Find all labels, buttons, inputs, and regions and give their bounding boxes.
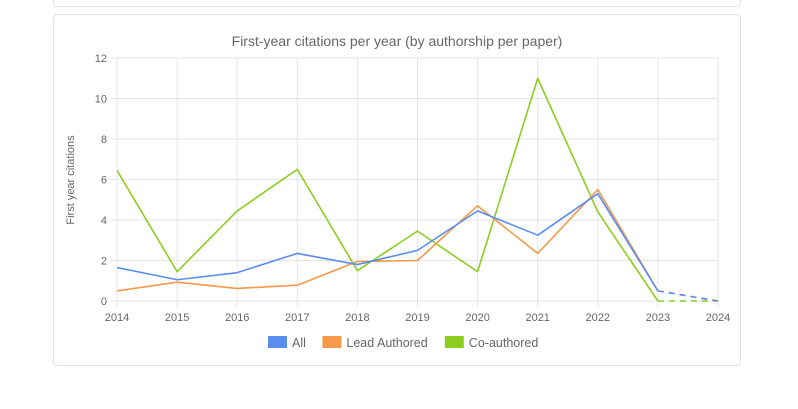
- chart-card: First-year citations per year (by author…: [53, 14, 741, 366]
- y-tick-label: 10: [95, 94, 107, 106]
- x-tick-label: 2016: [225, 312, 249, 324]
- line-chart: First-year citations per year (by author…: [65, 33, 730, 350]
- x-tick-label: 2018: [345, 312, 369, 324]
- y-tick-label: 2: [101, 256, 107, 268]
- legend-item[interactable]: Lead Authored: [322, 336, 428, 350]
- legend-swatch: [322, 336, 342, 348]
- legend-swatch: [268, 336, 287, 348]
- chart-title: First-year citations per year (by author…: [232, 33, 563, 49]
- x-tick-label: 2022: [586, 312, 610, 324]
- series-line-projected: [657, 290, 719, 302]
- y-tick-label: 4: [101, 215, 107, 227]
- chart-series: [116, 77, 719, 302]
- chart-legend[interactable]: All Lead Authored Co-authored: [268, 336, 538, 350]
- x-tick-label: 2024: [706, 312, 730, 324]
- y-axis-label: First year citations: [65, 135, 77, 225]
- legend-label: Lead Authored: [346, 336, 427, 350]
- legend-item[interactable]: All: [268, 336, 306, 350]
- y-tick-label: 8: [101, 134, 107, 146]
- y-tick-label: 12: [95, 53, 107, 65]
- y-tick-label: 6: [101, 175, 107, 187]
- x-tick-label: 2021: [525, 312, 549, 324]
- legend-label: Co-authored: [469, 336, 539, 350]
- legend-swatch: [444, 336, 464, 348]
- x-tick-label: 2023: [646, 312, 670, 324]
- x-tick-label: 2020: [465, 312, 489, 324]
- y-axis-ticks: 0 2 4 6 8 10 12: [95, 53, 107, 308]
- x-tick-label: 2017: [285, 312, 309, 324]
- x-tick-label: 2019: [405, 312, 429, 324]
- series-line: [116, 192, 659, 292]
- legend-label: All: [292, 336, 306, 350]
- x-tick-label: 2014: [105, 312, 129, 324]
- series-line-projected: [657, 290, 719, 302]
- y-tick-label: 0: [101, 296, 107, 308]
- x-tick-label: 2015: [165, 312, 189, 324]
- legend-item[interactable]: Co-authored: [444, 336, 539, 350]
- chart-grid: [111, 57, 719, 307]
- previous-card: [53, 0, 741, 7]
- series-line: [116, 188, 659, 292]
- series-line: [116, 77, 659, 302]
- x-axis-ticks: 2014 2015 2016 2017 2018 2019 2020 2021 2022 2023…: [105, 312, 730, 324]
